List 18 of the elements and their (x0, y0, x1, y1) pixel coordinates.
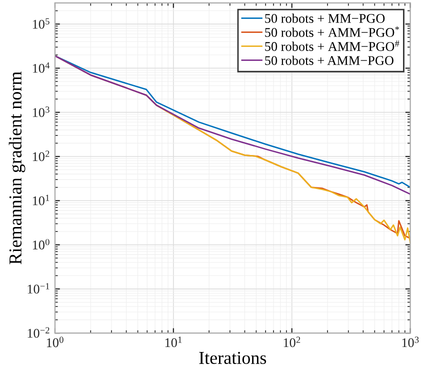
legend-label: 50 robots + AMM−PGO$^{#}$ (265, 40, 400, 51)
y-tick-label: 10$^{3}$ (32, 106, 50, 117)
y-tick-label: 10$^{0}$ (32, 238, 50, 250)
legend-label: 50 robots + MM−PGO (265, 14, 385, 23)
y-tick-label: 10$^{1}$ (32, 194, 50, 206)
y-tick-label: 10$^{5}$ (32, 18, 50, 29)
x-axis-title: Iterations (199, 352, 266, 364)
x-tick-label: 10$^{1}$ (165, 336, 182, 348)
y-tick-label: 10$^{−1}$ (28, 283, 50, 294)
y-tick-label: 10$^{4}$ (32, 62, 50, 73)
y-axis-title: Riemannian gradient norm (8, 72, 26, 264)
y-tick-label: 10$^{−2}$ (28, 327, 50, 338)
legend-label: 50 robots + AMM−PGO$^{*}$ (265, 26, 400, 37)
legend-label: 50 robots + AMM−PGO (265, 56, 394, 65)
y-tick-label: 10$^{2}$ (32, 150, 50, 162)
x-tick-label: 10$^{3}$ (402, 336, 419, 348)
x-tick-label: 10$^{2}$ (284, 336, 300, 348)
x-tick-label: 10$^{0}$ (46, 336, 64, 348)
